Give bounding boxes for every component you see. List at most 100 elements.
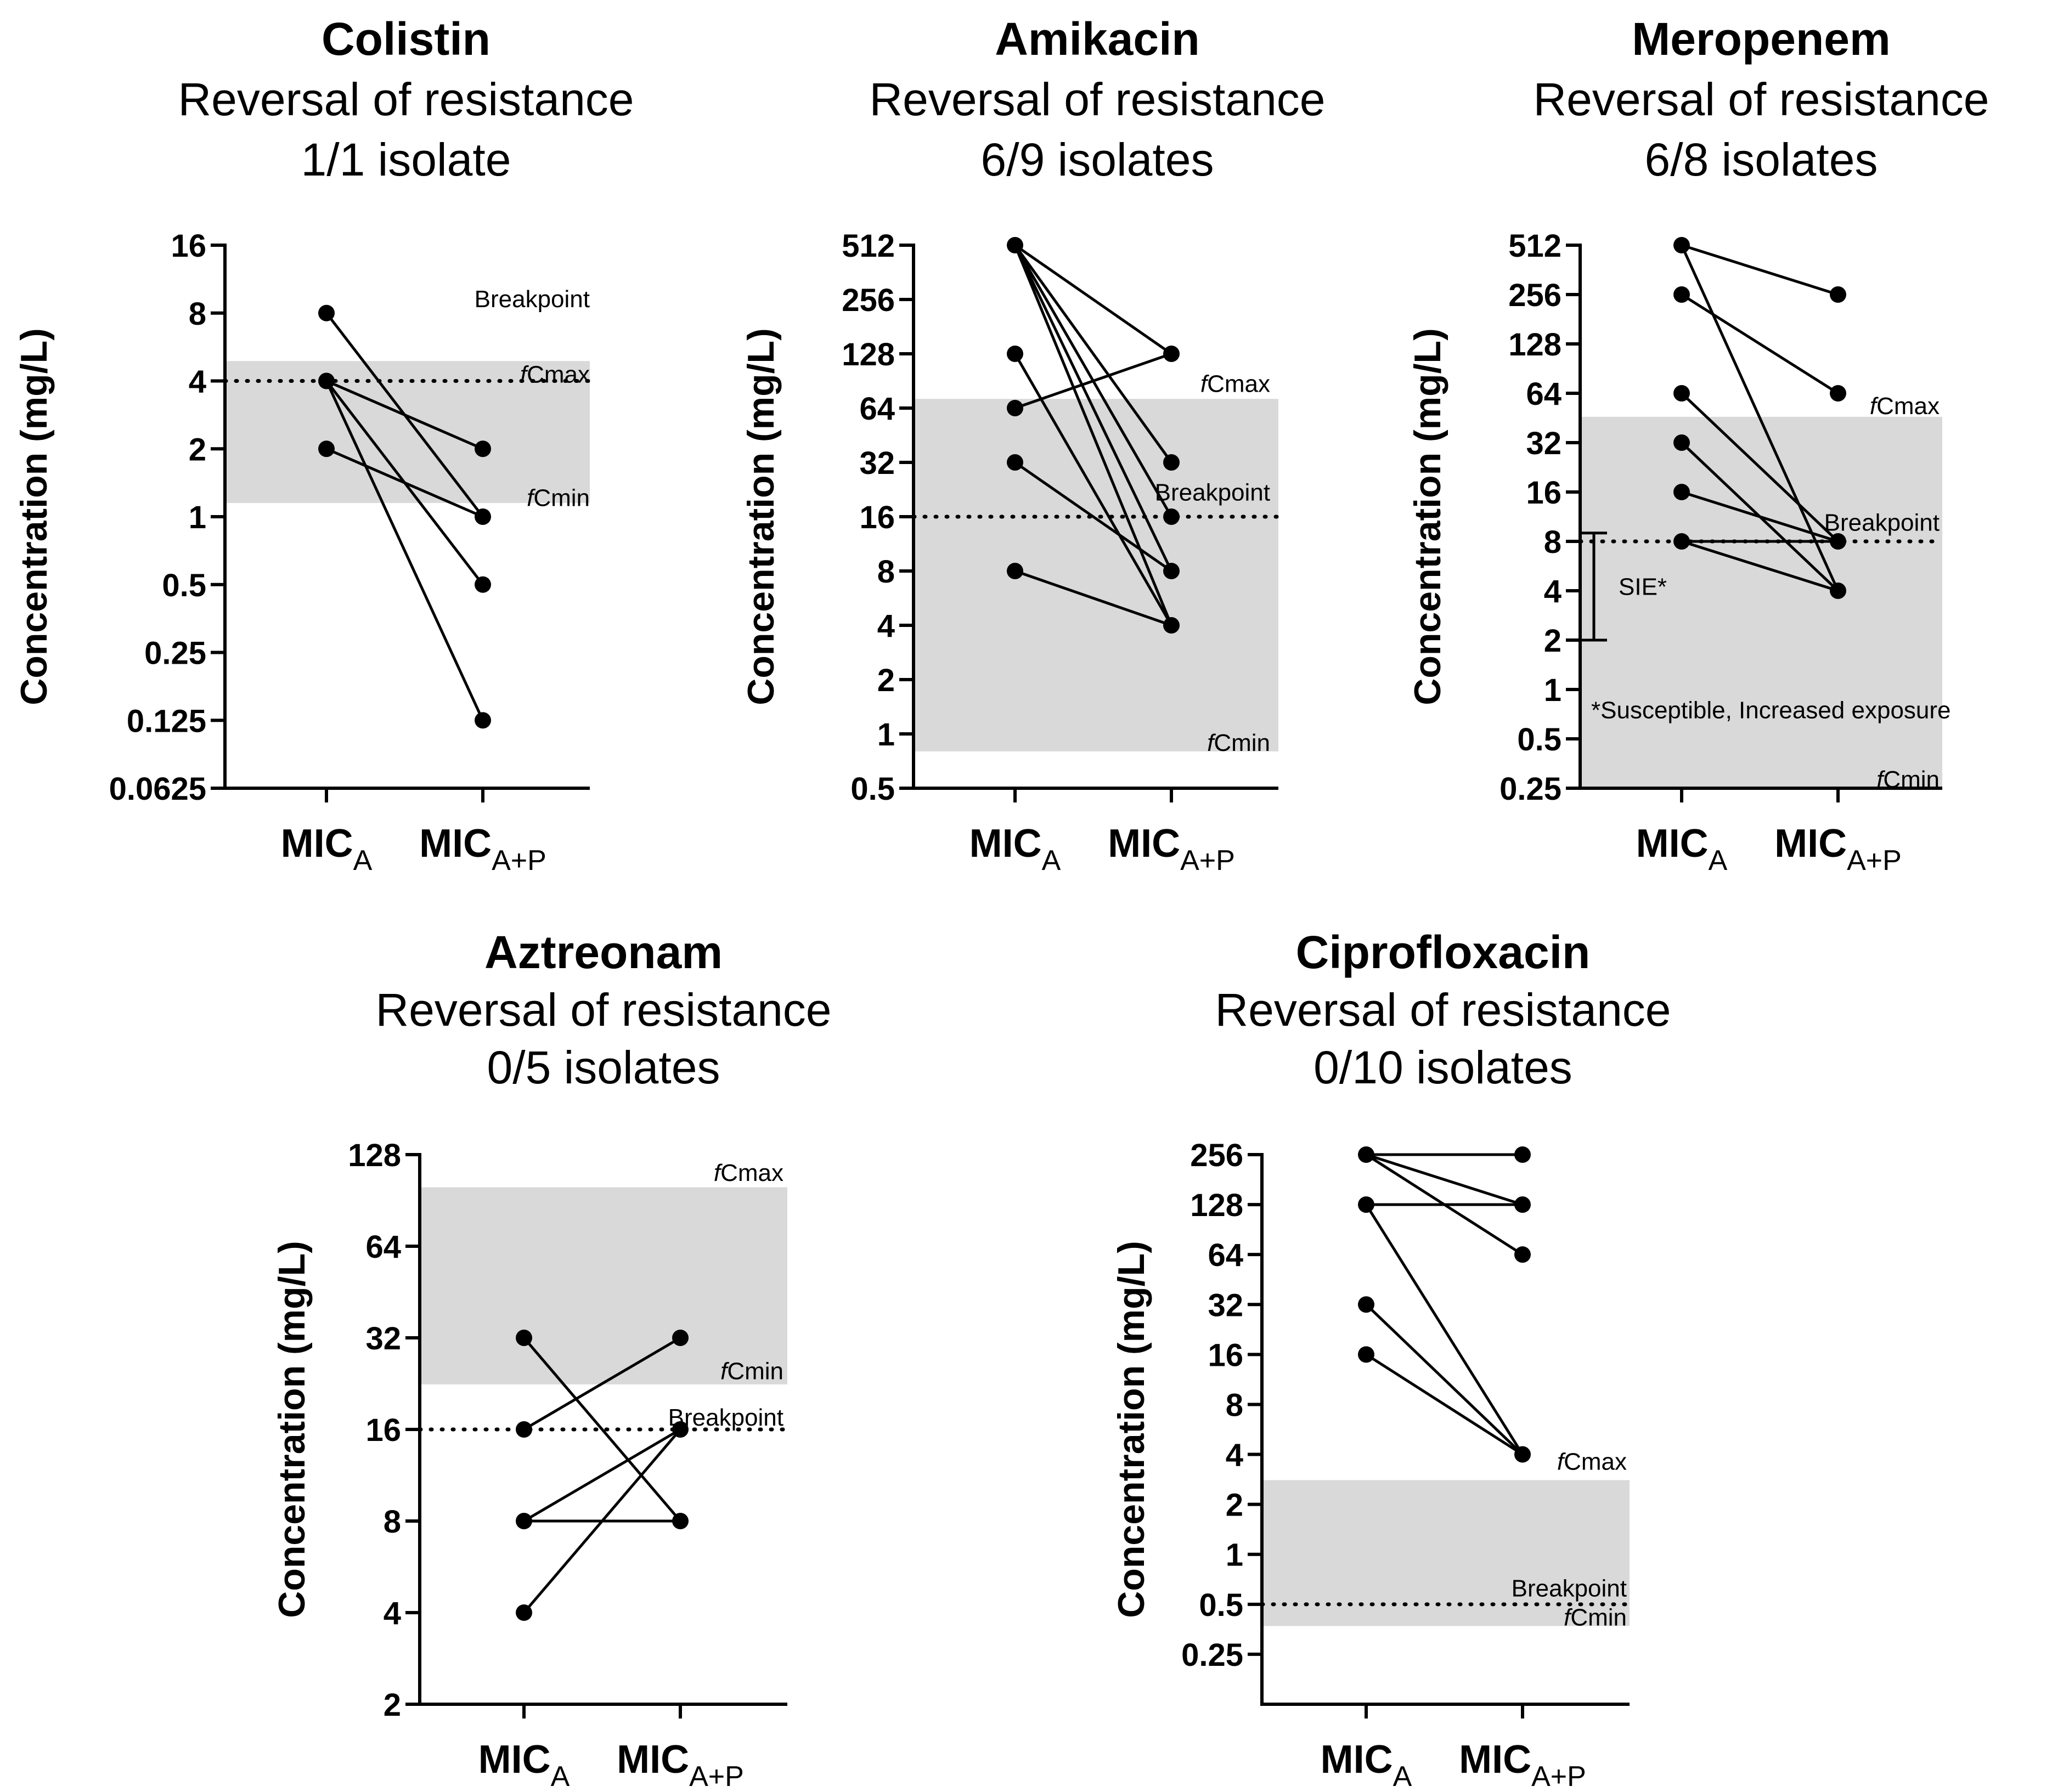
y-tick-label: 32: [859, 445, 895, 481]
chart-panel-meropenem: Meropenem Reversal of resistance 6/8 isola…: [1407, 13, 1989, 877]
annotation-cmax: fCmax: [1200, 371, 1270, 398]
data-point: [1007, 563, 1023, 579]
y-tick-label: 16: [171, 228, 206, 264]
data-point: [475, 712, 491, 729]
annotation-breakpoint: Breakpoint: [1512, 1575, 1627, 1602]
y-tick-label: 128: [842, 337, 895, 372]
y-axis-label: Concentration (mg/L): [13, 328, 55, 705]
chart-panel-colistin: Colistin Reversal of resistance 1/1 isolat…: [13, 13, 634, 877]
y-tick-label: 4: [384, 1596, 401, 1631]
data-point: [1673, 286, 1690, 303]
isolate-line: [523, 1428, 681, 1523]
x-category-label: MICA+P: [419, 822, 546, 877]
y-axis-label: Concentration (mg/L): [271, 1241, 313, 1618]
x-category-subscript: A: [1042, 845, 1061, 877]
x-category-main: MIC: [1321, 1738, 1393, 1782]
annotation-text: Cmin: [727, 1358, 783, 1384]
data-point: [1007, 454, 1023, 471]
annotation-text: Cmin: [1570, 1604, 1627, 1631]
y-tick-label: 128: [1190, 1188, 1243, 1223]
annotation-text: Cmin: [1883, 766, 1940, 793]
data-point: [516, 1604, 532, 1621]
y-tick-label: 0.5: [1517, 722, 1561, 757]
data-point: [1163, 508, 1180, 525]
annotation-text: Cmax: [1564, 1449, 1627, 1476]
annotation-cmax: fCmax: [520, 361, 590, 388]
x-category-main: MIC: [617, 1738, 689, 1782]
chart-title: Colistin: [322, 13, 491, 65]
chart-title: Meropenem: [1632, 13, 1890, 65]
x-category-subscript: A+P: [1531, 1761, 1586, 1792]
y-tick-label: 256: [1508, 278, 1561, 313]
y-tick-label: 32: [1208, 1287, 1243, 1323]
y-tick-label: 4: [1226, 1438, 1243, 1473]
data-point: [1358, 1296, 1374, 1313]
x-category-main: MIC: [1108, 822, 1180, 866]
y-tick-label: 16: [1208, 1337, 1243, 1373]
data-point: [318, 372, 335, 389]
y-tick-label: 2: [189, 432, 206, 467]
x-category-main: MIC: [1459, 1738, 1531, 1782]
data-point: [1673, 484, 1690, 500]
annotation-cmax: fCmax: [1557, 1449, 1627, 1476]
x-category-subscript: A: [551, 1761, 570, 1792]
concentration-band: [1262, 1480, 1630, 1626]
data-point: [516, 1513, 532, 1529]
isolate-line: [1365, 1303, 1524, 1456]
y-tick-label: 128: [1508, 327, 1561, 363]
data-point: [1830, 583, 1846, 599]
isolate-line: [1013, 244, 1173, 572]
annotation-cmin: fCmin: [1207, 730, 1270, 756]
y-tick-label: 1: [1226, 1537, 1243, 1573]
data-point: [475, 440, 491, 457]
data-point: [1830, 533, 1846, 550]
data-point: [1673, 237, 1690, 253]
x-category-label: MICA: [1636, 822, 1728, 877]
y-tick-label: 4: [1544, 574, 1561, 609]
x-category-main: MIC: [969, 822, 1042, 866]
y-tick-label: 64: [1208, 1237, 1243, 1273]
y-tick-label: 2: [1226, 1488, 1243, 1523]
y-tick-label: 16: [1526, 475, 1561, 511]
isolate-line: [1014, 569, 1172, 627]
y-tick-label: 16: [859, 500, 895, 535]
annotation-cmin: fCmin: [1876, 766, 1940, 793]
y-tick-label: 64: [859, 391, 895, 427]
data-point: [1163, 563, 1180, 579]
y-axis-label: Concentration (mg/L): [740, 328, 782, 705]
x-category-label: MICA: [969, 822, 1061, 877]
data-point: [1358, 1146, 1374, 1163]
y-tick-label: 64: [1526, 376, 1561, 412]
footnote: *Susceptible, Increased exposure: [1591, 697, 1951, 723]
chart-panel-aztreonam: Aztreonam Reversal of resistance 0/5 isola…: [271, 926, 832, 1792]
chart-subtitle: Reversal of resistance: [1533, 74, 1989, 125]
x-category-subscript: A: [1709, 845, 1728, 877]
annotation-text: Breakpoint: [668, 1404, 783, 1431]
isolate-line: [1365, 1203, 1524, 1455]
y-tick-label: 2: [384, 1687, 401, 1723]
y-tick-label: 1: [189, 500, 206, 535]
x-category-label: MICA: [478, 1738, 570, 1792]
annotation-text: Cmin: [533, 484, 590, 511]
chart-subtitle: Reversal of resistance: [178, 74, 634, 125]
y-tick-label: 2: [877, 663, 895, 698]
annotation-text: Breakpoint: [1824, 510, 1940, 536]
data-point: [1163, 346, 1180, 362]
y-axis-label: Concentration (mg/L): [1110, 1241, 1152, 1618]
y-tick-label: 0.0625: [109, 771, 206, 807]
chart-panel-amikacin: Amikacin Reversal of resistance 6/9 isolat…: [740, 13, 1326, 877]
x-category-main: MIC: [478, 1738, 551, 1782]
x-category-subscript: A+P: [492, 845, 546, 877]
data-point: [1514, 1146, 1531, 1163]
y-tick-label: 8: [189, 296, 206, 332]
y-tick-label: 0.5: [162, 568, 206, 603]
y-tick-label: 16: [365, 1412, 401, 1448]
y-axis-label: Concentration (mg/L): [1407, 328, 1448, 705]
x-category-label: MICA+P: [1108, 822, 1235, 877]
annotation-text: Cmax: [1207, 371, 1270, 398]
annotation-breakpoint: Breakpoint: [475, 286, 590, 313]
data-point: [1358, 1196, 1374, 1213]
x-category-main: MIC: [1636, 822, 1709, 866]
isolate-line: [523, 1428, 681, 1614]
chart-isolate-count: 0/5 isolates: [487, 1042, 720, 1093]
